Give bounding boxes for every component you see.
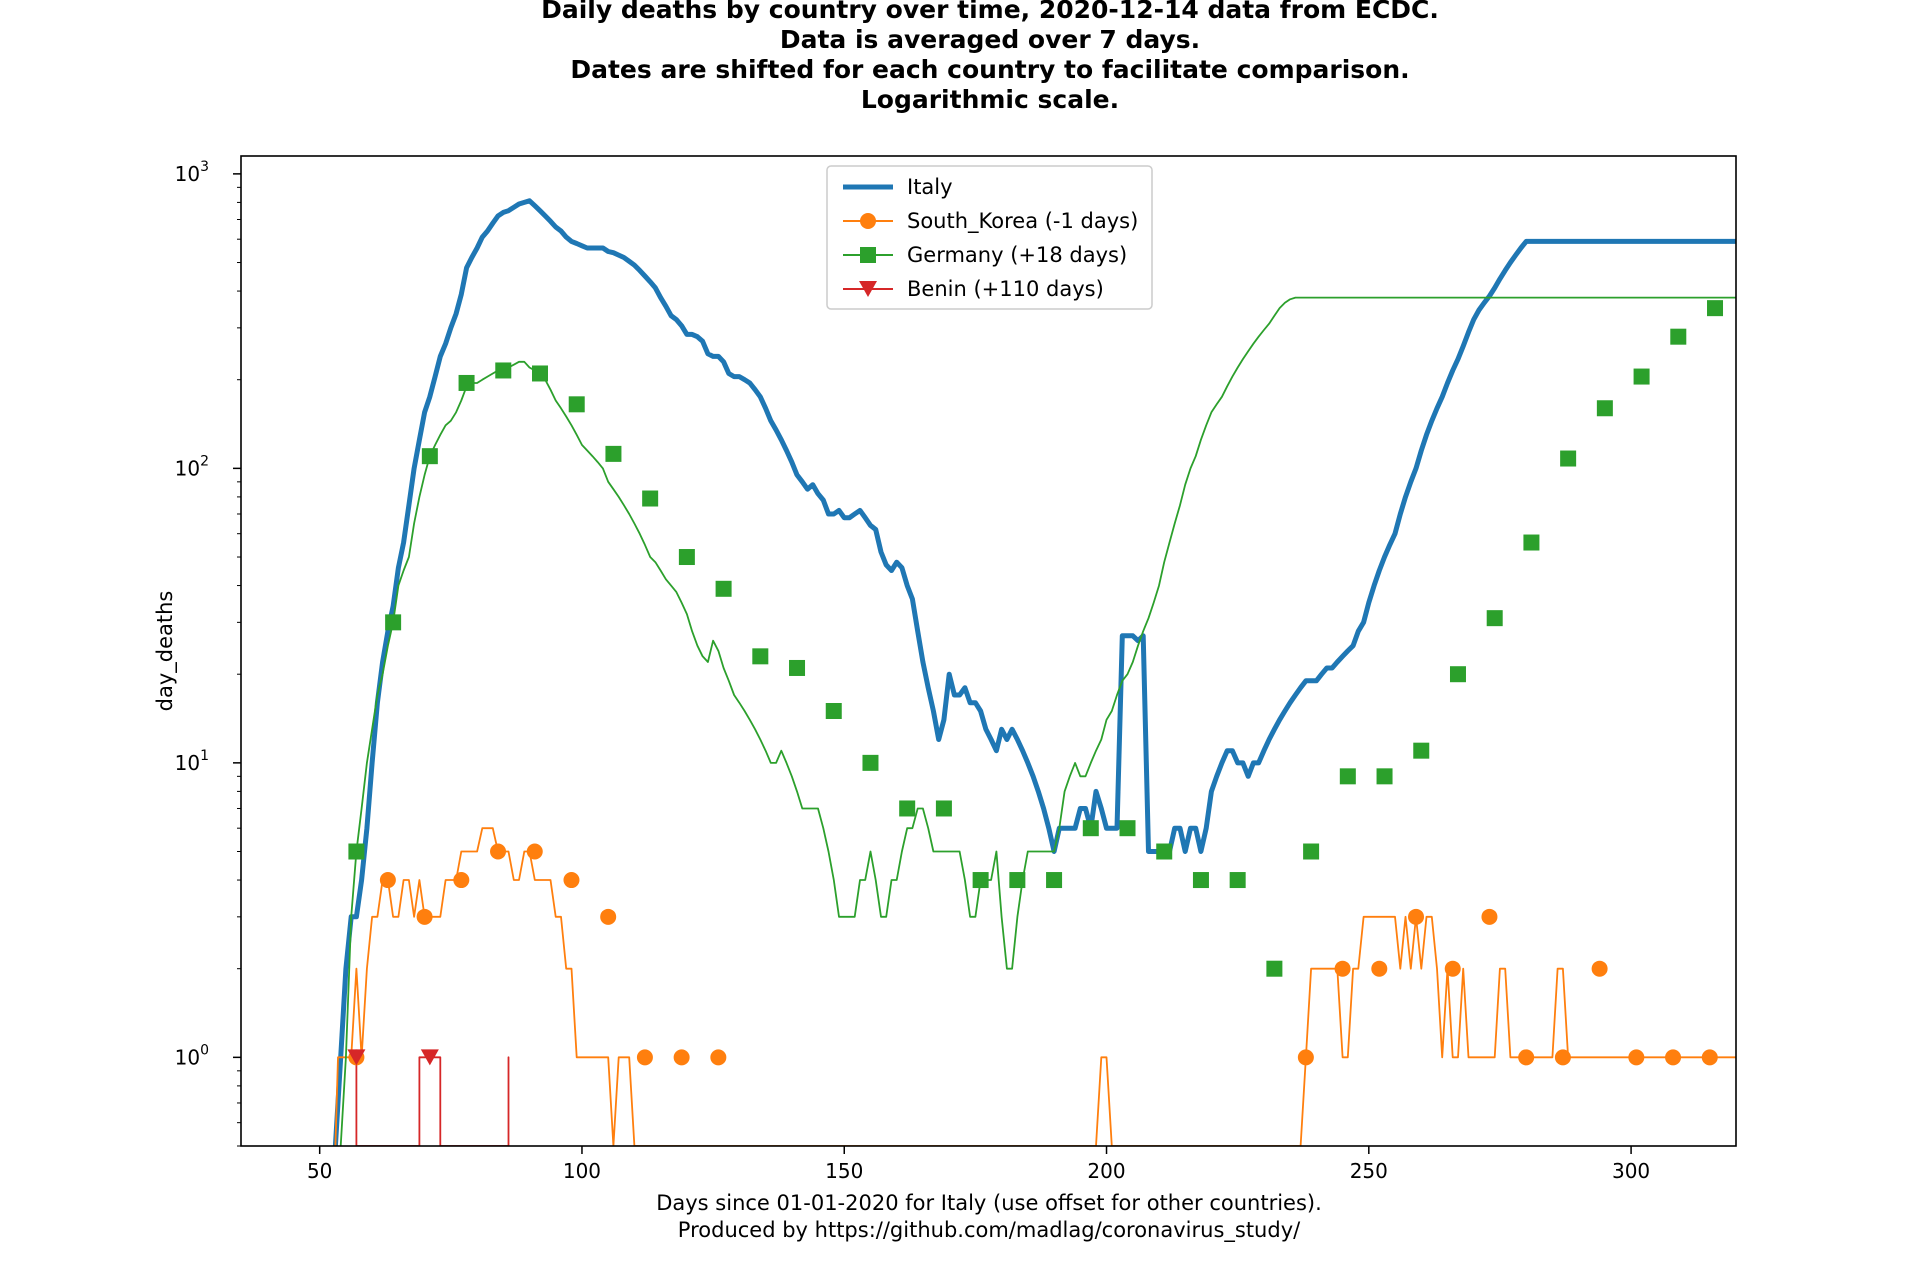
series-2-point	[421, 448, 438, 465]
marker-layer	[347, 300, 1724, 1066]
series-2-point	[715, 580, 732, 597]
series-2-point	[1046, 872, 1063, 889]
series-layer	[332, 198, 1736, 1146]
series-2-point	[678, 549, 695, 566]
series-2-point	[899, 800, 916, 817]
y-axis: 100 101 102 103	[175, 159, 241, 1147]
series-2-point	[972, 872, 989, 889]
series-2-point	[495, 362, 512, 379]
series-3-point	[420, 1049, 439, 1066]
series-1-point	[1628, 1049, 1645, 1066]
series-2-point	[1082, 820, 1099, 837]
series-2-point	[568, 396, 585, 413]
series-2-point	[789, 659, 806, 676]
series-2-point	[385, 614, 402, 631]
series-2-point	[752, 648, 769, 665]
series-2-point	[1229, 872, 1246, 889]
x-axis-label-line-1: Days since 01-01-2020 for Italy (use off…	[656, 1191, 1322, 1215]
series-2-point	[1009, 872, 1026, 889]
series-2-point	[458, 374, 475, 391]
series-2-point	[642, 490, 659, 507]
series-2-point	[605, 445, 622, 462]
series-1-point	[673, 1049, 690, 1066]
x-tick-label: 100	[563, 1159, 601, 1183]
legend-marker-3	[859, 281, 877, 297]
series-2-point	[1670, 328, 1687, 345]
series-1-point	[563, 872, 580, 889]
series-1-point	[416, 908, 433, 925]
series-2-point	[1413, 742, 1430, 759]
legend-marker-2	[860, 247, 876, 263]
series-2-point	[1560, 450, 1577, 467]
series-2-point	[348, 843, 365, 860]
title-line-3: Dates are shifted for each country to fa…	[570, 55, 1409, 84]
series-2-point	[1303, 843, 1320, 860]
series-2-point	[1156, 843, 1173, 860]
y-axis-label: day_deaths	[153, 591, 178, 712]
series-2-point	[1486, 610, 1503, 627]
series-2-point	[1449, 666, 1466, 683]
series-1-point	[1701, 1049, 1718, 1066]
series-1-point	[1444, 960, 1461, 977]
legend-label-3: Benin (+110 days)	[907, 277, 1104, 301]
series-2-point	[1376, 768, 1393, 785]
legend-frame	[826, 165, 1153, 310]
x-tick-label: 200	[1087, 1159, 1125, 1183]
series-2-point	[1707, 300, 1724, 317]
series-1-point	[600, 908, 617, 925]
x-axis: 50 100 150 200 250 300	[307, 1146, 1650, 1183]
series-2-point	[935, 800, 952, 817]
series-line-1	[334, 827, 1736, 1146]
series-1-point	[1371, 960, 1388, 977]
series-1-point	[1518, 1049, 1535, 1066]
series-1-point	[1481, 908, 1498, 925]
y-tick-label: 102	[175, 453, 209, 480]
series-2-point	[532, 365, 548, 382]
legend-marker-1	[860, 213, 876, 229]
series-1-point	[710, 1049, 727, 1066]
series-line-0	[332, 198, 1736, 1146]
legend-label-1: South_Korea (-1 days)	[907, 209, 1138, 234]
series-2-point	[862, 754, 879, 771]
plot-frame	[240, 155, 1737, 1147]
y-tick-label: 101	[175, 748, 209, 775]
series-1-point	[526, 843, 543, 860]
x-tick-label: 250	[1350, 1159, 1388, 1183]
series-2-point	[1266, 960, 1283, 977]
series-1-point	[490, 843, 507, 860]
legend-label-0: Italy	[907, 175, 953, 199]
legend-label-2: Germany (+18 days)	[907, 243, 1127, 267]
x-tick-label: 50	[307, 1159, 332, 1183]
series-1-point	[1591, 960, 1608, 977]
series-1-point	[1297, 1049, 1314, 1066]
x-axis-label: Days since 01-01-2020 for Italy (use off…	[656, 1191, 1322, 1243]
series-1-point	[1334, 960, 1351, 977]
series-2-point	[1119, 820, 1136, 837]
series-1-point	[1665, 1049, 1682, 1066]
legend: Italy South_Korea (-1 days) Germany (+18 d…	[826, 165, 1153, 310]
series-2-point	[825, 703, 842, 720]
series-1-point	[1554, 1049, 1571, 1066]
title-line-4: Logarithmic scale.	[861, 85, 1119, 114]
series-1-point	[379, 872, 396, 889]
series-1-point	[1408, 908, 1425, 925]
series-2-point	[1633, 368, 1650, 385]
x-tick-label: 150	[825, 1159, 863, 1183]
x-tick-label: 300	[1612, 1159, 1650, 1183]
x-axis-label-line-2: Produced by https://github.com/madlag/co…	[678, 1218, 1301, 1243]
series-3-point	[347, 1049, 366, 1066]
series-2-point	[1596, 400, 1613, 417]
y-tick-label: 100	[175, 1042, 209, 1069]
y-tick-label: 103	[175, 159, 209, 186]
series-1-point	[453, 872, 470, 889]
title-line-2: Data is averaged over 7 days.	[780, 25, 1200, 54]
title-line-1: Daily deaths by country over time, 2020-…	[541, 0, 1439, 24]
chart-title: Daily deaths by country over time, 2020-…	[541, 0, 1439, 114]
series-2-point	[1339, 768, 1356, 785]
series-2-point	[1192, 872, 1209, 889]
series-1-point	[636, 1049, 653, 1066]
series-2-point	[1523, 534, 1540, 551]
